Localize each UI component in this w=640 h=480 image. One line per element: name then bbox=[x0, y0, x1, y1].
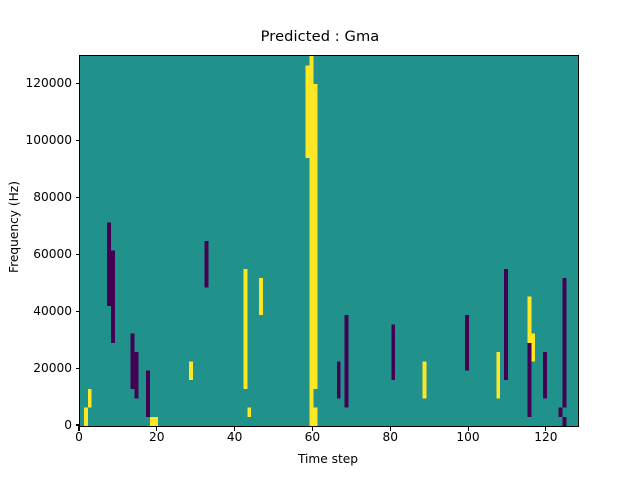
y-axis-tick-label: 120000 bbox=[25, 76, 72, 91]
x-axis-tick-label: 40 bbox=[226, 430, 243, 444]
x-axis-tick-mark bbox=[156, 426, 158, 431]
y-axis-tick-label: 100000 bbox=[25, 133, 72, 148]
y-axis-tick-label: 60000 bbox=[33, 247, 72, 262]
y-axis-tick-label: 80000 bbox=[33, 190, 72, 205]
x-axis-tick-mark bbox=[545, 426, 547, 431]
x-axis-tick-label: 60 bbox=[304, 430, 321, 444]
x-axis-tick-label: 100 bbox=[456, 430, 480, 444]
x-axis-tick-mark bbox=[78, 426, 80, 431]
x-axis-tick-label: 80 bbox=[382, 430, 398, 444]
heatmap-plot-area bbox=[79, 55, 579, 427]
y-axis-tick-mark bbox=[75, 196, 80, 198]
x-axis-tick-mark bbox=[389, 426, 391, 431]
y-axis-tick-label: 40000 bbox=[33, 304, 72, 319]
x-axis-tick-label: 0 bbox=[75, 430, 83, 444]
x-axis-tick-mark bbox=[467, 426, 469, 431]
y-axis-tick-mark bbox=[75, 310, 80, 312]
x-axis-tick-label: 20 bbox=[149, 430, 165, 444]
y-axis-tick-mark bbox=[75, 367, 80, 369]
y-axis-tick-mark bbox=[75, 253, 80, 255]
y-axis-tick-labels: 0 20000 40000 60000 80000 100000 120000 bbox=[0, 0, 72, 480]
x-axis-tick-mark bbox=[311, 426, 313, 431]
x-axis-tick-mark bbox=[234, 426, 236, 431]
y-axis-tick-mark bbox=[75, 82, 80, 84]
y-axis-tick-label: 0 bbox=[64, 418, 72, 432]
x-axis-tick-label: 120 bbox=[534, 430, 558, 444]
y-axis-tick-label: 20000 bbox=[33, 361, 72, 376]
page-title: Predicted : Gma bbox=[260, 28, 380, 45]
y-axis-tick-mark bbox=[75, 424, 80, 426]
y-axis-tick-mark bbox=[75, 139, 80, 141]
x-axis-label: Time step bbox=[297, 452, 359, 466]
heatmap-image bbox=[80, 56, 578, 426]
